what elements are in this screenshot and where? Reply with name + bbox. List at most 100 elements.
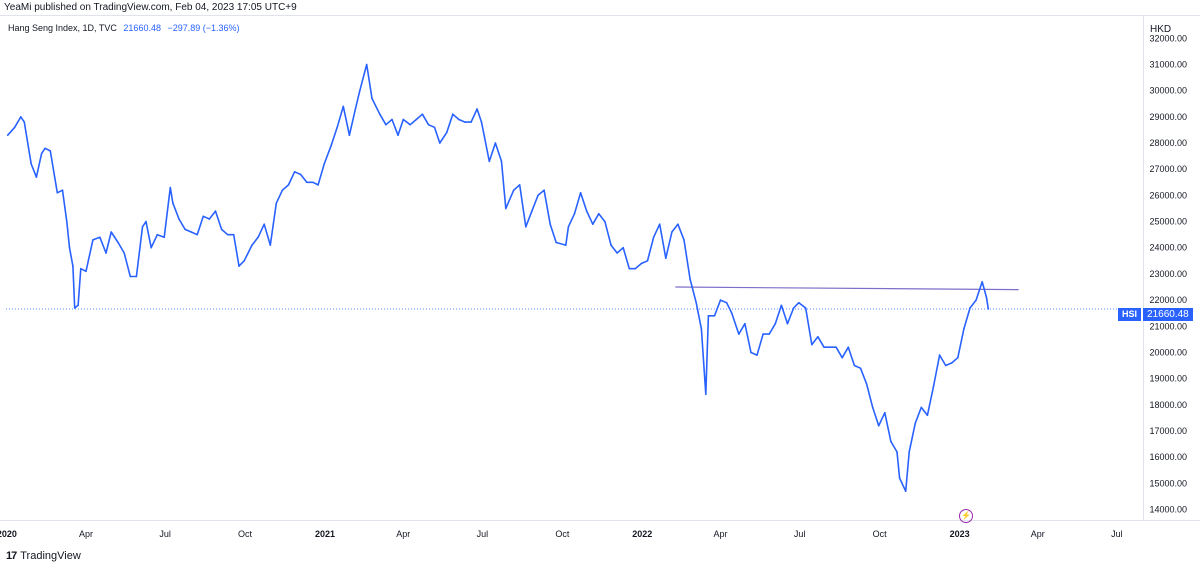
- time-scale[interactable]: 2020 Apr Jul Oct 2021 Apr Jul Oct 2022 Apr Jul Oct 2…: [0, 529, 1123, 539]
- data-point: [397, 134, 399, 136]
- data-point: [719, 299, 722, 301]
- data-point: [156, 233, 159, 236]
- data-point: [365, 63, 368, 66]
- data-point: [705, 393, 707, 396]
- data-point: [985, 296, 988, 299]
- y-tick-label: 16000.00: [1149, 452, 1187, 462]
- data-point: [117, 241, 119, 244]
- data-point: [804, 307, 807, 309]
- data-point: [190, 231, 192, 233]
- data-point: [30, 163, 32, 165]
- y-tick-label: 31000.00: [1149, 60, 1187, 70]
- horizontal-trendline[interactable]: [675, 286, 1019, 291]
- x-tick-label: 2020: [0, 529, 17, 539]
- data-point: [731, 312, 733, 315]
- data-point: [707, 315, 710, 317]
- data-point: [44, 147, 46, 150]
- y-tick-label: 14000.00: [1149, 505, 1187, 515]
- y-tick-label: 24000.00: [1149, 243, 1187, 253]
- data-point: [841, 356, 843, 359]
- tradingview-logo-icon: 17: [6, 550, 17, 562]
- data-point: [565, 244, 567, 246]
- lightning-bolt-icon[interactable]: ⚡: [959, 509, 973, 523]
- data-point: [616, 252, 618, 254]
- price-scale[interactable]: 14000.00 15000.00 16000.00 17000.00 18000.00…: [1149, 33, 1187, 514]
- data-point: [525, 226, 527, 228]
- data-point: [756, 354, 758, 356]
- data-point: [829, 346, 831, 349]
- legend-symbol: Hang Seng Index, 1D, TVC: [8, 23, 117, 33]
- data-point: [99, 236, 101, 239]
- data-point: [555, 241, 557, 244]
- data-point: [464, 121, 466, 123]
- y-tick-label: 18000.00: [1149, 400, 1187, 410]
- data-point: [480, 121, 483, 123]
- data-point: [433, 126, 436, 129]
- data-point: [871, 406, 874, 409]
- data-point: [232, 233, 235, 236]
- y-tick-label: 25000.00: [1149, 217, 1187, 227]
- data-point: [330, 144, 332, 147]
- data-point: [695, 301, 697, 304]
- y-tick-label: 30000.00: [1149, 86, 1187, 96]
- y-tick-label: 23000.00: [1149, 269, 1187, 279]
- y-tick-label: 17000.00: [1149, 426, 1187, 436]
- data-point: [312, 181, 314, 184]
- data-point: [573, 212, 576, 215]
- data-point: [987, 308, 990, 310]
- data-point: [263, 223, 266, 225]
- data-point: [951, 362, 953, 364]
- price-tag-symbol: HSI: [1118, 308, 1142, 321]
- price-scale-border: [1143, 16, 1144, 520]
- data-point: [774, 322, 777, 325]
- data-point: [23, 121, 26, 123]
- data-point: [354, 108, 357, 110]
- x-tick-label: Jul: [159, 529, 171, 539]
- data-point: [226, 233, 229, 236]
- data-point: [281, 189, 284, 191]
- data-point: [689, 278, 691, 281]
- data-point: [135, 275, 138, 278]
- data-point: [859, 367, 862, 370]
- data-point: [66, 220, 68, 223]
- data-point: [835, 346, 837, 349]
- data-point: [299, 173, 302, 176]
- data-point: [409, 123, 412, 126]
- data-point: [371, 97, 373, 100]
- footer-branding[interactable]: 17 TradingView: [6, 549, 81, 563]
- data-point: [163, 236, 165, 239]
- data-point: [914, 422, 917, 424]
- x-tick-label: Oct: [555, 529, 570, 539]
- data-point: [677, 223, 679, 225]
- data-point: [214, 210, 217, 212]
- x-tick-label: 2023: [950, 529, 970, 539]
- data-point: [123, 252, 125, 254]
- data-point: [56, 192, 59, 194]
- data-point: [77, 304, 79, 307]
- data-point: [823, 346, 825, 349]
- series-points: [6, 63, 990, 493]
- data-point: [567, 226, 570, 228]
- data-point: [208, 218, 211, 220]
- y-tick-label: 15000.00: [1149, 478, 1187, 488]
- data-point: [786, 322, 789, 325]
- x-tick-label: Apr: [396, 529, 410, 539]
- data-point: [251, 244, 253, 246]
- brand-name: TradingView: [20, 550, 81, 562]
- data-point: [202, 215, 205, 218]
- price-tag-value: 21660.48: [1143, 308, 1193, 321]
- currency-label[interactable]: HKD: [1150, 24, 1172, 35]
- data-point: [713, 315, 716, 317]
- data-point: [585, 210, 588, 212]
- data-point: [317, 184, 319, 186]
- data-point: [610, 244, 612, 246]
- data-point: [725, 301, 728, 304]
- data-point: [379, 113, 381, 115]
- data-point: [445, 131, 448, 134]
- data-point: [634, 267, 637, 270]
- x-tick-label: Apr: [714, 529, 728, 539]
- data-point: [963, 328, 965, 330]
- data-point: [537, 194, 539, 197]
- data-point: [884, 411, 886, 414]
